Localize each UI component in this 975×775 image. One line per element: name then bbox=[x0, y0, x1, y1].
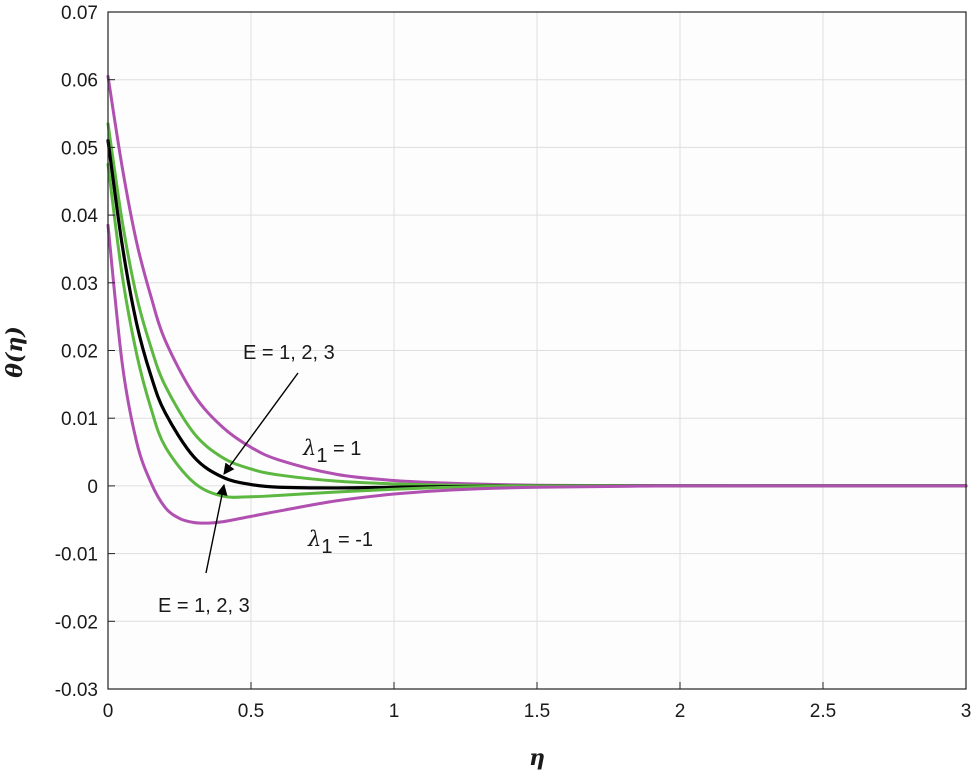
y-tick-label: 0.05 bbox=[61, 138, 98, 159]
lambda-pos-subscript: 1 bbox=[316, 445, 327, 467]
x-tick-label: 2 bbox=[675, 701, 686, 722]
y-tick-label: 0 bbox=[87, 477, 98, 498]
lambda-pos-symbol: λ bbox=[302, 436, 316, 460]
y-tick-label: -0.03 bbox=[55, 680, 98, 701]
x-tick-label: 0.5 bbox=[238, 701, 264, 722]
tick-labels: 0 0.5 1 1.5 2 2.5 3 -0.03 -0.02 -0.01 0 0.01 0.02 0.0… bbox=[55, 3, 972, 722]
x-tick-label: 1.5 bbox=[524, 701, 550, 722]
annotation-e-lower: E = 1, 2, 3 bbox=[158, 595, 250, 617]
lambda-neg-value: = -1 bbox=[332, 529, 373, 551]
lambda-neg-symbol: λ bbox=[307, 527, 321, 551]
series-group bbox=[106, 74, 968, 525]
y-tick-label: 0.07 bbox=[61, 3, 98, 24]
x-tick-label: 0 bbox=[103, 701, 114, 722]
y-tick-label: 0.03 bbox=[61, 274, 98, 295]
annotation-lambda-pos: λ1 = 1 bbox=[302, 436, 361, 467]
x-tick-label: 2.5 bbox=[810, 701, 836, 722]
annotation-lambda-neg: λ1 = -1 bbox=[307, 527, 373, 558]
x-tick-label: 1 bbox=[389, 701, 400, 722]
y-tick-label: -0.02 bbox=[55, 612, 98, 633]
lambda-pos-value: = 1 bbox=[327, 438, 361, 460]
y-tick-label: 0.06 bbox=[61, 71, 98, 92]
y-tick-label: 0.01 bbox=[61, 409, 98, 430]
x-tick-label: 3 bbox=[961, 701, 972, 722]
annotation-e-upper: E = 1, 2, 3 bbox=[243, 342, 335, 364]
x-axis-label: η bbox=[529, 745, 545, 771]
lambda-neg-subscript: 1 bbox=[321, 536, 332, 558]
ticks bbox=[107, 11, 967, 690]
arrow-e-lower bbox=[205, 483, 228, 574]
series-line-5 bbox=[106, 223, 968, 525]
y-tick-label: -0.01 bbox=[55, 545, 98, 566]
y-tick-label: 0.02 bbox=[61, 342, 98, 363]
y-axis-label: θ(η) bbox=[2, 326, 28, 378]
arrow-e-upper bbox=[223, 372, 299, 475]
y-tick-label: 0.04 bbox=[61, 206, 98, 227]
